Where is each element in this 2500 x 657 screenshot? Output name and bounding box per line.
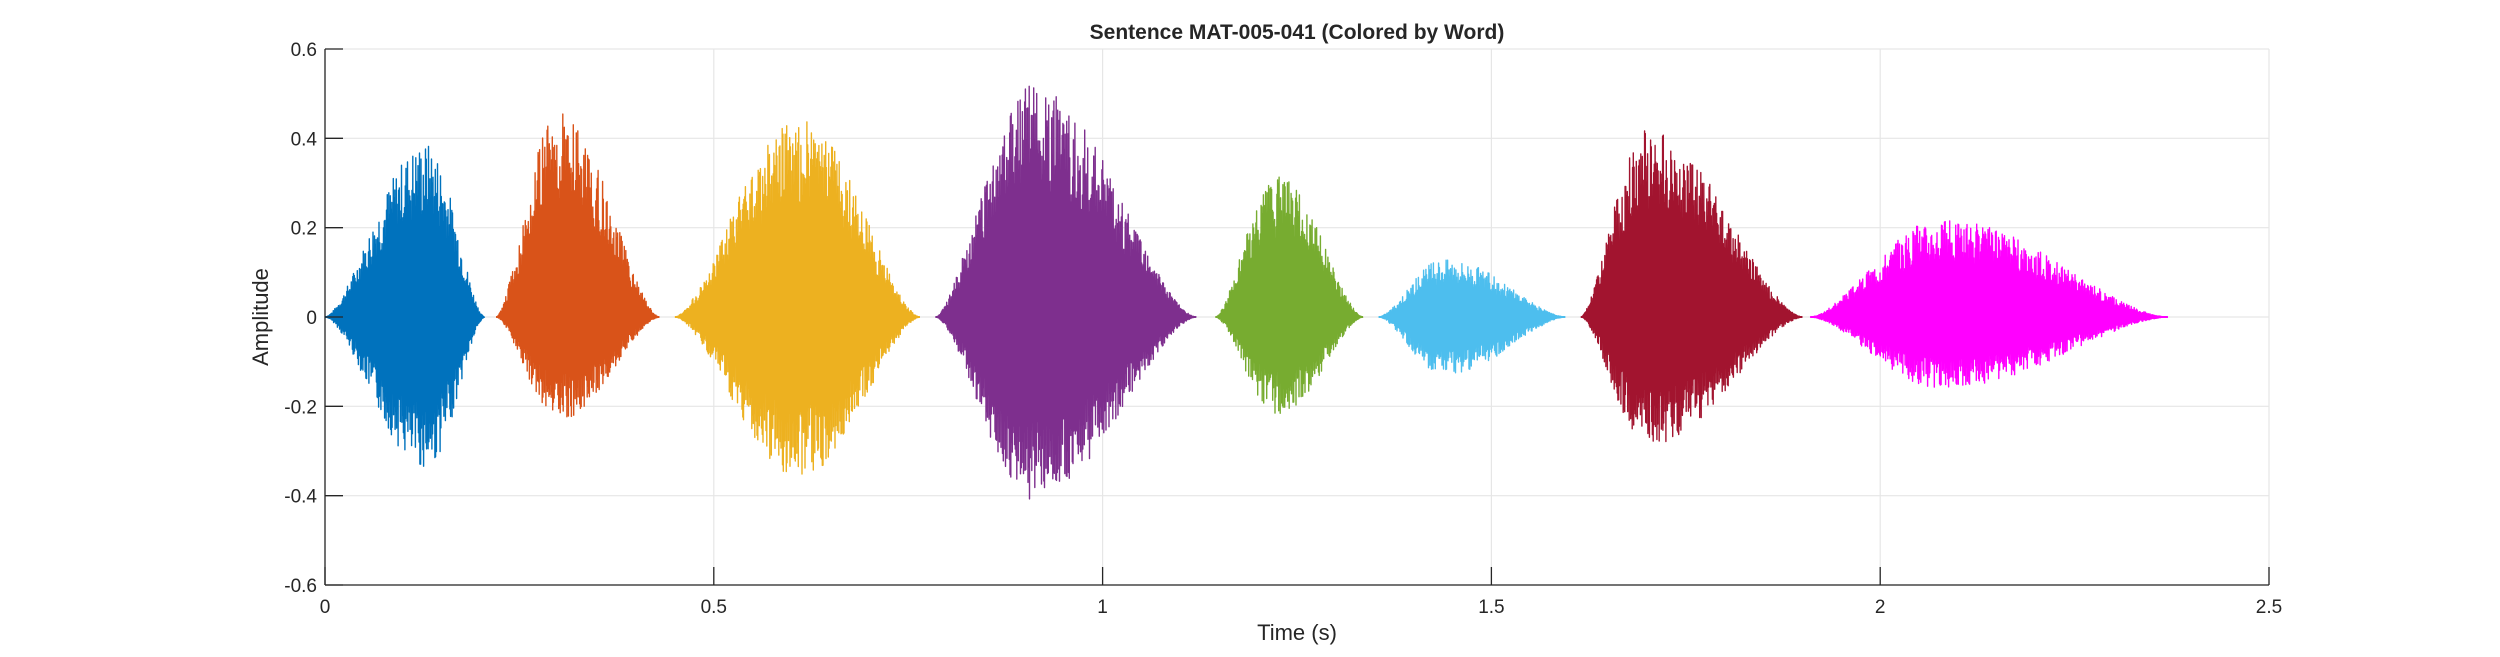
- word-waveform-8: [1809, 220, 2169, 388]
- word-waveform-5: [1215, 176, 1364, 414]
- x-tick-label: 0.5: [701, 597, 727, 618]
- chart-title: Sentence MAT-005-041 (Colored by Word): [1090, 21, 1505, 44]
- y-tick-label: -0.4: [284, 487, 317, 508]
- y-tick-label: -0.2: [284, 397, 317, 418]
- y-tick-label: 0.6: [291, 40, 317, 61]
- word-waveform-6: [1378, 259, 1566, 374]
- word-waveform-1: [324, 145, 486, 467]
- axes: [324, 48, 2270, 586]
- y-axis-label: Amplitude: [248, 268, 273, 366]
- y-tick-label: 0.2: [291, 219, 317, 240]
- x-axis-label: Time (s): [1257, 620, 1337, 645]
- series-group: [324, 85, 2169, 500]
- y-tick-label: 0.4: [291, 129, 318, 150]
- x-tick-label: 2.5: [2256, 597, 2282, 618]
- x-tick-label: 1.5: [1478, 597, 1504, 618]
- word-waveform-4: [935, 85, 1197, 500]
- y-tick-label: 0: [306, 308, 317, 329]
- x-tick-label: 0: [320, 597, 331, 618]
- word-waveform-3: [674, 121, 921, 475]
- x-tick-label: 2: [1875, 597, 1886, 618]
- y-tick-label: -0.6: [284, 576, 317, 597]
- x-tick-label: 1: [1097, 597, 1108, 618]
- tick-labels: 0 0.5 1 1.5 2 2.5 -0.6 -0.4 -0.2 0 0.2 0.4 0.6: [284, 40, 2282, 618]
